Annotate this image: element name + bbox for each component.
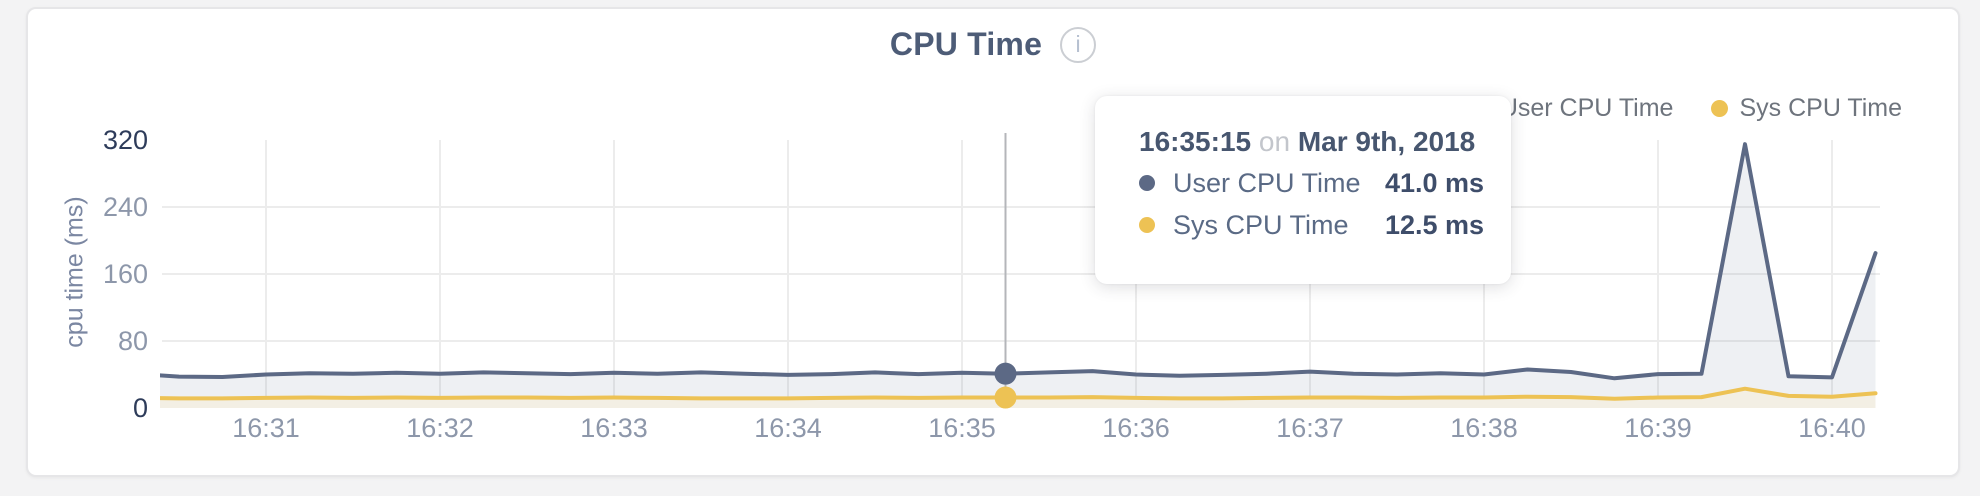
sys-marker-dot	[994, 386, 1017, 409]
x-tick-label: 16:35	[928, 413, 996, 443]
legend: User CPU Time Sys CPU Time	[1471, 94, 1902, 123]
legend-label: Sys CPU Time	[1739, 94, 1902, 122]
y-tick-label: 320	[103, 125, 148, 155]
info-icon[interactable]: i	[1060, 26, 1097, 63]
user-marker-dot	[994, 362, 1017, 385]
y-tick-label: 80	[118, 326, 148, 356]
y-tick-label: 0	[133, 393, 148, 423]
user-cpu-area	[160, 144, 1876, 408]
y-tick-label: 240	[103, 192, 148, 222]
y-axis-title: cpu time (ms)	[60, 196, 89, 348]
x-tick-label: 16:36	[1102, 413, 1170, 443]
x-tick-label: 16:32	[406, 413, 474, 443]
user-cpu-dot-icon	[1139, 175, 1155, 191]
sys-cpu-legend-dot-icon	[1711, 100, 1729, 117]
tooltip-row-label: Sys CPU Time	[1173, 210, 1349, 240]
tooltip-date: Mar 9th, 2018	[1297, 126, 1476, 157]
x-tick-label: 16:40	[1798, 413, 1866, 443]
tooltip-row-sys: Sys CPU Time 12.5 ms	[1139, 204, 1511, 246]
tooltip-time: 16:35:15	[1139, 126, 1252, 157]
tooltip-row-user: User CPU Time 41.0 ms	[1139, 162, 1511, 204]
x-tick-label: 16:33	[580, 413, 648, 443]
x-tick-label: 16:31	[232, 413, 300, 443]
legend-item-sys-cpu-time[interactable]: Sys CPU Time	[1711, 94, 1902, 123]
chart-title: CPU Time	[889, 26, 1043, 62]
tooltip-row-value: 41.0 ms	[1385, 168, 1485, 198]
legend-label: User CPU Time	[1499, 94, 1674, 122]
y-tick-label: 160	[103, 259, 148, 289]
chart-header: CPU Time i	[26, 26, 1960, 63]
x-tick-label: 16:39	[1624, 413, 1692, 443]
tooltip: 16:35:15 on Mar 9th, 2018 User CPU Time …	[1095, 96, 1511, 284]
x-tick-label: 16:38	[1450, 413, 1518, 443]
info-icon-glyph: i	[1075, 31, 1081, 57]
tooltip-row-value: 12.5 ms	[1385, 210, 1485, 240]
tooltip-row-label: User CPU Time	[1173, 168, 1361, 198]
sys-cpu-dot-icon	[1139, 217, 1155, 233]
tooltip-preposition: on	[1258, 126, 1291, 157]
x-tick-label: 16:34	[754, 413, 822, 443]
tooltip-header: 16:35:15 on Mar 9th, 2018	[1139, 122, 1511, 162]
x-tick-label: 16:37	[1276, 413, 1344, 443]
